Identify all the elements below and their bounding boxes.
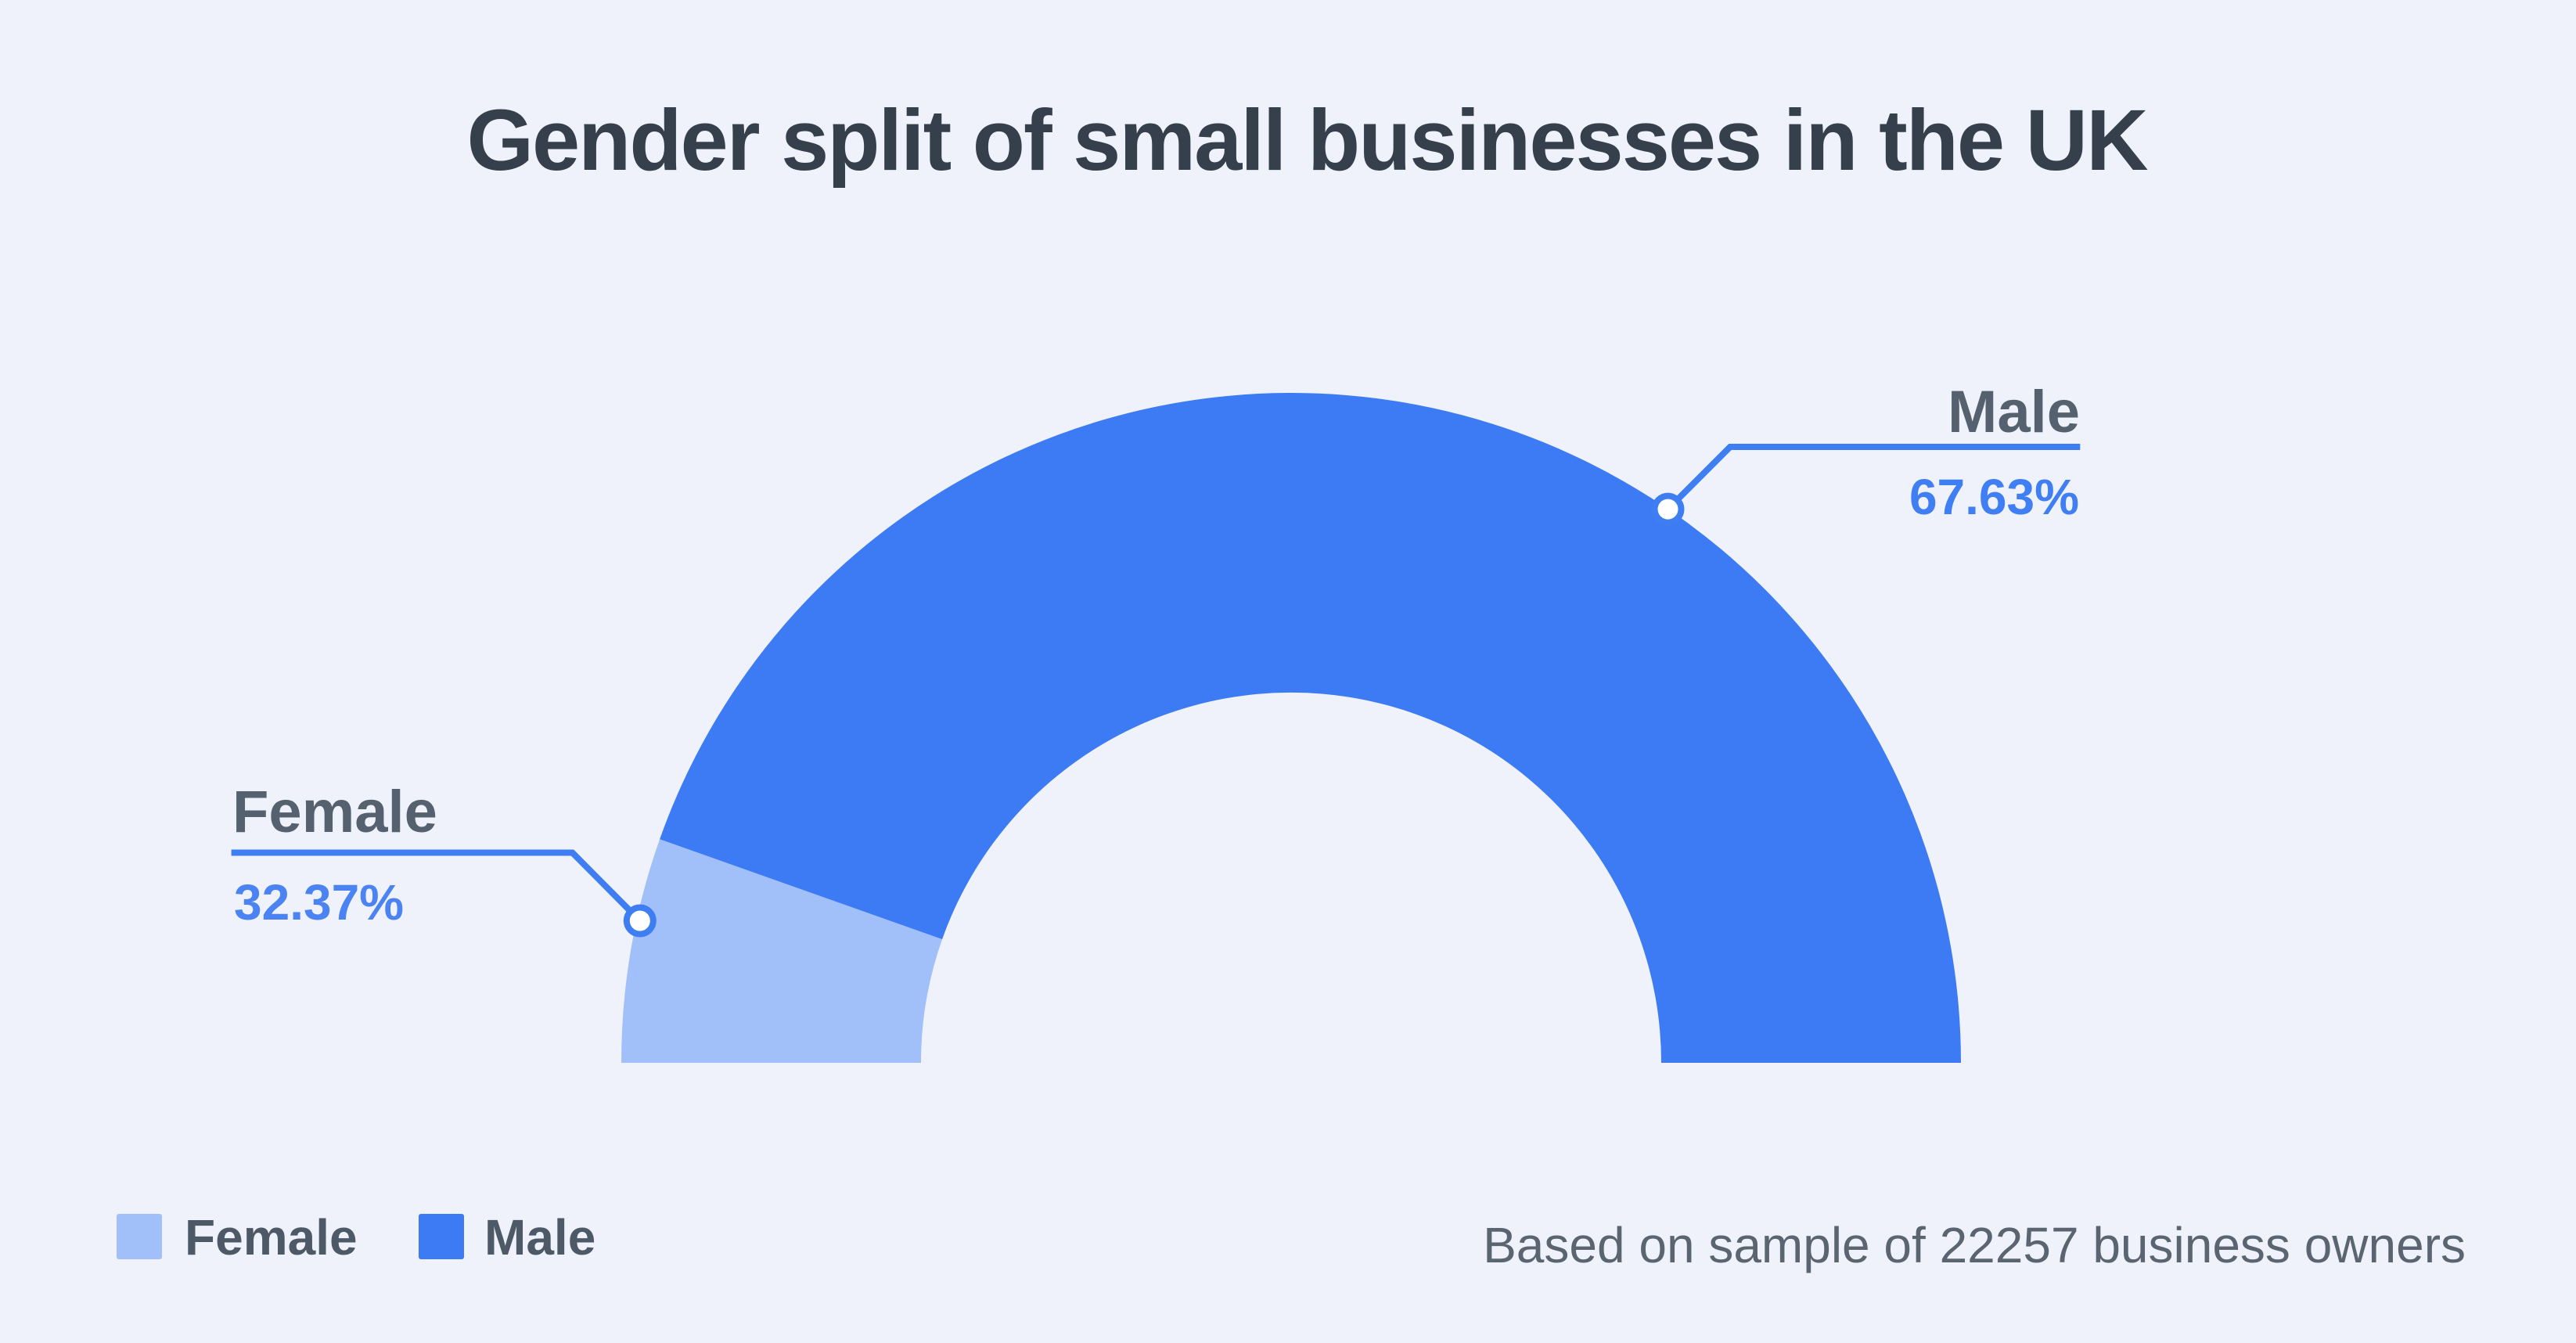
female-marker [623,904,657,938]
female-label: Female [232,779,437,845]
female-callout-line [231,849,642,924]
male-label: Male [1948,379,2080,445]
sample-caption: Based on sample of 22257 business owners [1483,1217,2466,1273]
male-callout-line [1665,444,2081,512]
male-slice [660,393,1961,1063]
male-marker [1651,492,1685,526]
legend-swatch-male [419,1214,464,1259]
legend-item-female: Female [117,1209,358,1266]
female-value: 32.37% [234,874,404,931]
chart-title: Gender split of small businesses in the … [466,92,2148,189]
male-callout: Male 67.63% [1651,379,2081,526]
female-slice [621,839,943,1063]
donut-chart [621,393,1961,1063]
female-callout: Female 32.37% [231,779,657,938]
legend-label-female: Female [185,1209,358,1266]
legend-swatch-female [117,1214,162,1259]
legend: Female Male [117,1209,595,1266]
male-value: 67.63% [1909,469,2079,525]
legend-label-male: Male [484,1209,595,1266]
legend-item-male: Male [419,1209,595,1266]
